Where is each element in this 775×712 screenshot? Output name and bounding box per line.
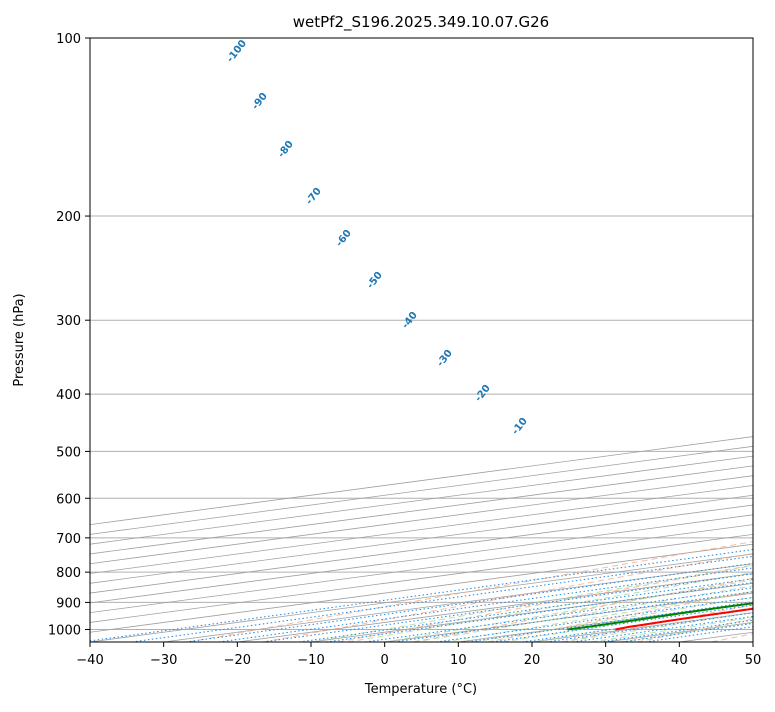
y-tick-label: 1000 (48, 623, 81, 638)
y-tick-label: 100 (56, 32, 81, 47)
x-tick-label: −40 (76, 653, 103, 668)
x-tick-label: 30 (597, 653, 614, 668)
chart-title: wetPf2_S196.2025.349.10.07.G26 (293, 13, 549, 32)
y-tick-label: 400 (56, 388, 81, 403)
y-tick-label: 700 (56, 532, 81, 547)
x-tick-label: 50 (745, 653, 762, 668)
x-tick-label: −20 (224, 653, 251, 668)
x-tick-label: 0 (381, 653, 389, 668)
y-tick-label: 200 (56, 210, 81, 225)
y-tick-label: 900 (56, 596, 81, 611)
y-tick-label: 500 (56, 445, 81, 460)
y-tick-label: 600 (56, 492, 81, 507)
y-axis-label: Pressure (hPa) (12, 293, 27, 386)
x-tick-label: 10 (450, 653, 467, 668)
x-axis-label: Temperature (°C) (364, 682, 477, 697)
x-tick-label: 20 (524, 653, 541, 668)
y-tick-label: 300 (56, 314, 81, 329)
x-tick-label: −30 (150, 653, 177, 668)
x-tick-label: 40 (671, 653, 688, 668)
x-tick-label: −10 (297, 653, 324, 668)
y-tick-label: 800 (56, 566, 81, 581)
